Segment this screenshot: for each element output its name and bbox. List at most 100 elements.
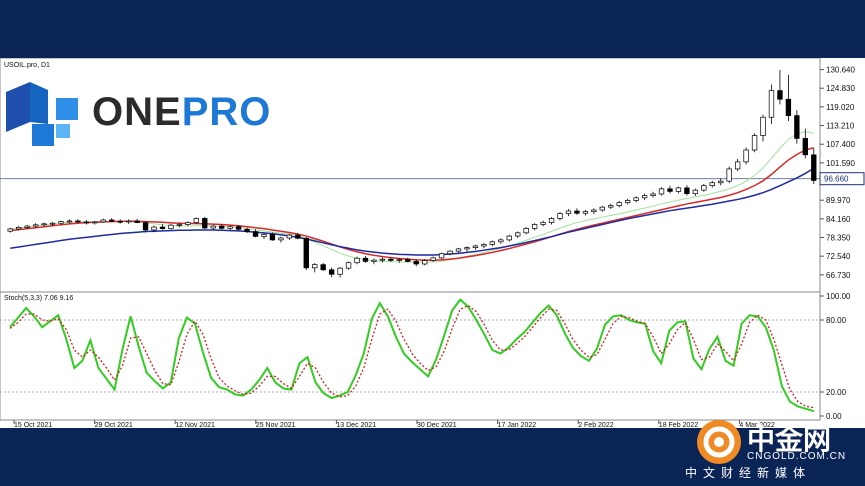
candle-body: [565, 210, 572, 214]
x-tick-label: 13 Dec 2021: [336, 422, 376, 428]
x-tick-label: 25 Nov 2021: [256, 422, 296, 428]
current-price-label: 96.660: [824, 175, 849, 184]
onepro-logo: ONEPRO: [4, 80, 270, 150]
candle-body: [405, 259, 411, 262]
x-tick-label: 17 Jan 2022: [498, 422, 537, 428]
candle-body: [278, 237, 284, 241]
candle-body: [751, 135, 758, 151]
candle-body: [41, 223, 47, 226]
price-y-tick-label: 89.970: [826, 196, 851, 205]
header-band: [0, 0, 865, 58]
candle-body: [168, 224, 174, 230]
candle-body: [100, 219, 106, 223]
ma-fast-line: [10, 131, 814, 263]
candle-body: [464, 247, 470, 250]
candle-body: [472, 245, 479, 248]
candle-body: [650, 193, 656, 196]
brand-pro: PRO: [181, 90, 272, 134]
x-tick-label: 4 Mar 2022: [739, 422, 775, 428]
candle-body: [625, 200, 631, 204]
candle-body: [777, 90, 783, 100]
candle-body: [422, 260, 428, 265]
candle-body: [718, 180, 724, 184]
candle-body: [785, 98, 792, 116]
candle-body: [658, 188, 665, 195]
candle-body: [320, 264, 326, 271]
candle-body: [667, 188, 673, 192]
price-y-tick-label: 107.400: [826, 140, 855, 149]
candle-body: [734, 161, 741, 170]
price-y-tick-label: 113.210: [826, 122, 855, 131]
stoch-series-line: [9, 304, 815, 409]
watermark-url: CNGOLD.COM.CN: [747, 451, 847, 462]
candle-body: [709, 182, 715, 186]
candle-body: [506, 235, 512, 241]
candle-body: [337, 267, 343, 275]
candle-body: [92, 221, 98, 224]
stoch-frame: [0, 291, 821, 421]
candle-body: [371, 259, 377, 262]
candle-body: [498, 239, 504, 243]
candle-body: [608, 205, 614, 208]
watermark-main: 中金网: [747, 424, 832, 455]
x-tick-label: 29 Oct 2021: [95, 422, 133, 428]
candle-body: [574, 210, 580, 214]
ma-slow-line: [10, 167, 815, 256]
brand-one: ONE: [92, 90, 182, 134]
candle-body: [548, 218, 555, 223]
x-tick-label: 15 Oct 2021: [14, 422, 52, 428]
candle-body: [261, 234, 267, 237]
candle-body: [557, 213, 563, 219]
candle-body: [455, 248, 462, 252]
candle-body: [49, 222, 56, 225]
candle-body: [811, 154, 817, 181]
candle-body: [362, 257, 369, 262]
chart-panel: 130.640 124.830 119.020 113.210 107.400 101.5…: [0, 57, 865, 429]
candle-body: [523, 227, 529, 234]
candle-body: [413, 261, 419, 265]
candle-body: [692, 189, 699, 195]
candle-body: [210, 225, 216, 229]
candle-body: [438, 253, 445, 259]
candle-body: [447, 250, 453, 255]
candle-body: [684, 187, 690, 195]
candle-body: [312, 264, 318, 269]
candle-body: [117, 220, 123, 223]
stoch-y-tick-label: 20.00: [826, 388, 847, 397]
price-y-tick-label: 119.020: [826, 103, 855, 112]
cngold-logo-icon: [697, 420, 741, 464]
chart-svg: 130.640 124.830 119.020 113.210 107.400 101.5…: [0, 57, 865, 429]
price-y-tick-label: 78.350: [826, 233, 851, 242]
candle-body: [134, 220, 140, 223]
onepro-logo-mark: [6, 82, 78, 146]
candle-body: [515, 232, 521, 237]
candle-body: [481, 244, 487, 247]
candle-body: [303, 237, 309, 269]
candle-body: [75, 220, 81, 223]
candle-body: [794, 115, 800, 139]
candle-body: [641, 195, 648, 199]
candle-body: [430, 257, 436, 261]
candle-body: [202, 218, 208, 229]
candle-body: [235, 226, 242, 230]
candle-body: [328, 269, 335, 275]
candle-body: [675, 187, 682, 192]
candle-body: [633, 197, 639, 201]
candle-body: [599, 206, 605, 211]
brand-name: ONEPRO: [92, 90, 271, 135]
candle-body: [193, 218, 199, 223]
candle-body: [125, 220, 132, 223]
candle-body: [540, 222, 546, 225]
candle-body: [379, 258, 386, 261]
stoch-y-tick-label: 80.00: [826, 316, 847, 325]
candle-body: [142, 222, 149, 231]
candle-body: [802, 138, 808, 156]
price-y-tick-label: 130.640: [826, 66, 855, 75]
candle-body: [591, 209, 597, 212]
candle-body: [151, 226, 157, 231]
candle-body: [252, 231, 259, 237]
candle-body: [269, 234, 276, 241]
candle-body: [109, 219, 115, 222]
current-price-box: [819, 172, 865, 186]
ma-mid-line: [10, 147, 814, 261]
